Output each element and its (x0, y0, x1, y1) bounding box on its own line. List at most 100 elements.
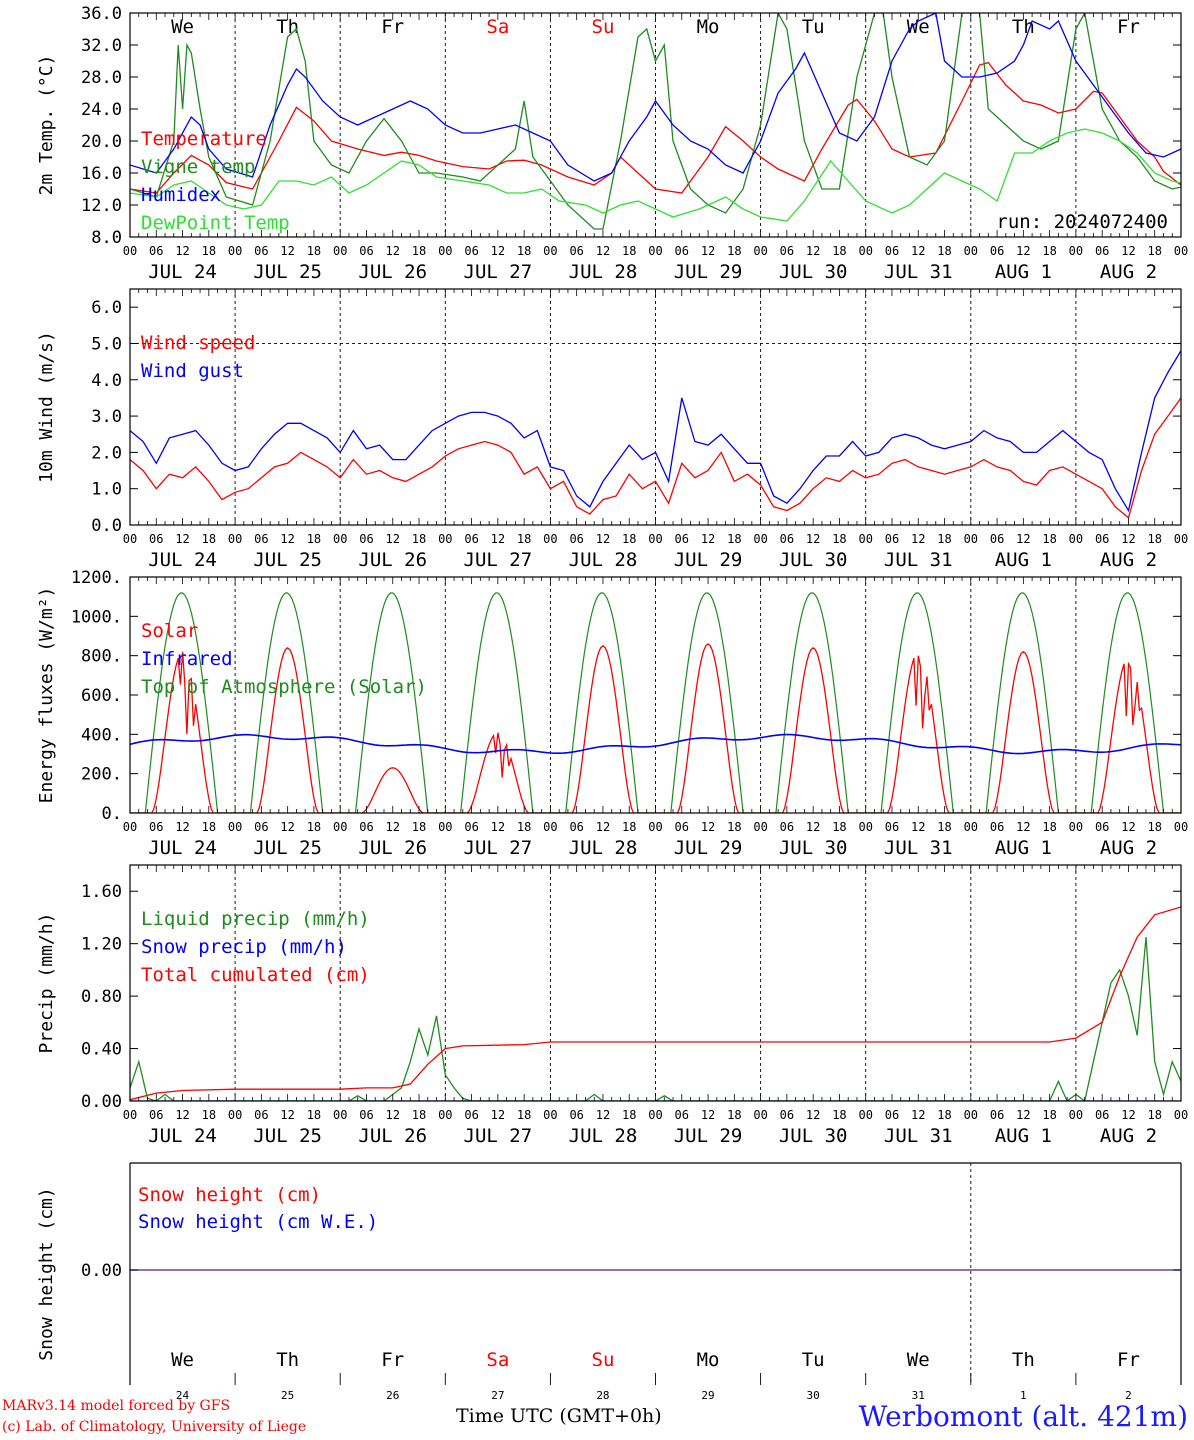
panel-2-date-label: JUL 27 (464, 549, 533, 571)
panel-2-hour-label: 00 (123, 532, 137, 546)
panel-4-date-label: JUL 26 (358, 1125, 427, 1147)
panel-3-hour-label: 00 (1174, 820, 1188, 834)
panel-1-hour-label: 18 (307, 244, 321, 258)
panel-1-hour-label: 00 (123, 244, 137, 258)
panel-3-y-label: 400. (81, 725, 122, 745)
panel-5-day-number: 28 (596, 1389, 609, 1402)
panel-3-hour-label: 12 (280, 820, 294, 834)
panel-4-hour-label: 06 (254, 1108, 268, 1122)
panel-4-hour-label: 06 (359, 1108, 373, 1122)
series-dewpoint-temp (130, 128, 1181, 222)
panel-1-date-label: AUG 2 (1100, 261, 1157, 283)
panel-2-hour-label: 06 (990, 532, 1004, 546)
panel-1-hour-label: 18 (1042, 244, 1056, 258)
panel-2-hour-label: 12 (175, 532, 189, 546)
panel-1-hour-label: 12 (596, 244, 610, 258)
panel-2-hour-label: 12 (911, 532, 925, 546)
panel-4-hour-label: 00 (1069, 1108, 1083, 1122)
panel-2-hour-label: 18 (307, 532, 321, 546)
panel-1-hour-label: 00 (648, 244, 662, 258)
panel-4-hour-label: 18 (202, 1108, 216, 1122)
x-axis-title: Time UTC (GMT+0h) (456, 1405, 662, 1427)
panel-2-date-label: JUL 26 (358, 549, 427, 571)
panel-2-hour-label: 12 (806, 532, 820, 546)
series-humidex (130, 13, 1181, 182)
panel-3-hour-label: 00 (858, 820, 872, 834)
panel-1-hour-label: 18 (832, 244, 846, 258)
lab-credit: (c) Lab. of Climatology, University of L… (2, 1419, 307, 1435)
panel-1-hour-label: 06 (1095, 244, 1109, 258)
panel-5-day-number: 31 (912, 1389, 925, 1402)
panel-3-y-label: 1000. (71, 607, 122, 627)
panel-4-date-label: JUL 29 (674, 1125, 743, 1147)
panel-2-hour-label: 06 (254, 532, 268, 546)
panel-1-hour-label: 12 (1121, 244, 1135, 258)
panel-4-hour-label: 06 (780, 1108, 794, 1122)
panel-2-hour-label: 00 (964, 532, 978, 546)
panel-2-hour-label: 12 (491, 532, 505, 546)
panel-2-hour-label: 00 (333, 532, 347, 546)
series-solar (130, 643, 1181, 813)
panel-3-y-label: 600. (81, 686, 122, 706)
panel-4-date-label: JUL 31 (884, 1125, 953, 1147)
panel-1-hour-label: 06 (780, 244, 794, 258)
panel-2-hour-label: 18 (412, 532, 426, 546)
panel-1-day-name: Su (592, 16, 615, 38)
panel-1-hour-label: 06 (464, 244, 478, 258)
panel-3-hour-label: 06 (780, 820, 794, 834)
panel-3-hour-label: 00 (438, 820, 452, 834)
panel-3-frame (129, 576, 1182, 814)
panel-4-hour-label: 18 (727, 1108, 741, 1122)
model-credit: MARv3.14 model forced by GFS (2, 1398, 231, 1414)
panel-3-date-label: JUL 28 (569, 837, 638, 859)
panel-2-date-label: AUG 1 (995, 549, 1052, 571)
panel-2-hour-label: 00 (1174, 532, 1188, 546)
panel-3-legend-top-of-atmosphere-solar-: Top of Atmosphere (Solar) (141, 676, 427, 698)
panel-1-hour-label: 12 (386, 244, 400, 258)
panel-3-date-label: JUL 27 (464, 837, 533, 859)
panel-3-hour-label: 00 (333, 820, 347, 834)
panel-3-hour-label: 06 (464, 820, 478, 834)
panel-1-day-name: Fr (381, 16, 404, 38)
panel-3-hour-label: 00 (228, 820, 242, 834)
panel-4-legend-total-cumulated-cm-: Total cumulated (cm) (141, 964, 370, 986)
panel-4-hour-label: 18 (832, 1108, 846, 1122)
panel-4-hour-label: 18 (517, 1108, 531, 1122)
panel-1-date-label: JUL 31 (884, 261, 953, 283)
panel-2-date-label: JUL 29 (674, 549, 743, 571)
panel-5-day-number: 1 (1020, 1389, 1027, 1402)
panel-4-hour-label: 12 (280, 1108, 294, 1122)
panel-3-hour-label: 12 (701, 820, 715, 834)
panel-1-legend-temperature: Temperature (141, 128, 267, 150)
panel-4-hour-label: 00 (438, 1108, 452, 1122)
panel-3-y-label: 800. (81, 647, 122, 667)
panel-2-hour-label: 00 (648, 532, 662, 546)
panel-4-hour-label: 12 (596, 1108, 610, 1122)
panel-1-hour-label: 12 (175, 244, 189, 258)
panel-5-day-name: Th (276, 1349, 299, 1371)
panel-1-hour-label: 18 (1147, 244, 1161, 258)
panel-3-hour-label: 18 (1042, 820, 1056, 834)
panel-1-day-name: We (171, 16, 194, 38)
panel-3-hour-label: 00 (753, 820, 767, 834)
panel-3-hour-label: 18 (727, 820, 741, 834)
panel-3-legend-solar: Solar (141, 620, 198, 642)
panel-4-date-label: JUL 27 (464, 1125, 533, 1147)
panel-1-y-title: 2m Temp. (°C) (36, 55, 57, 196)
panel-2-date-label: AUG 2 (1100, 549, 1157, 571)
panel-3-hour-label: 06 (149, 820, 163, 834)
panel-1-y-label: 24.0 (81, 100, 122, 120)
panel-2-hour-label: 18 (202, 532, 216, 546)
panel-3-date-label: AUG 2 (1100, 837, 1157, 859)
panel-1-hour-label: 18 (937, 244, 951, 258)
panel-3-hour-label: 12 (175, 820, 189, 834)
panel-4-hour-label: 18 (622, 1108, 636, 1122)
panel-5-y-label: 0.00 (81, 1261, 122, 1281)
panel-5-day-name: We (907, 1349, 930, 1371)
panel-3-hour-label: 06 (675, 820, 689, 834)
station-title: Werbomont (alt. 421m) (858, 1400, 1188, 1433)
panel-1-hour-label: 00 (1174, 244, 1188, 258)
panel-3-hour-label: 12 (386, 820, 400, 834)
panel-4-hour-label: 12 (1016, 1108, 1030, 1122)
panel-2-hour-label: 00 (1069, 532, 1083, 546)
